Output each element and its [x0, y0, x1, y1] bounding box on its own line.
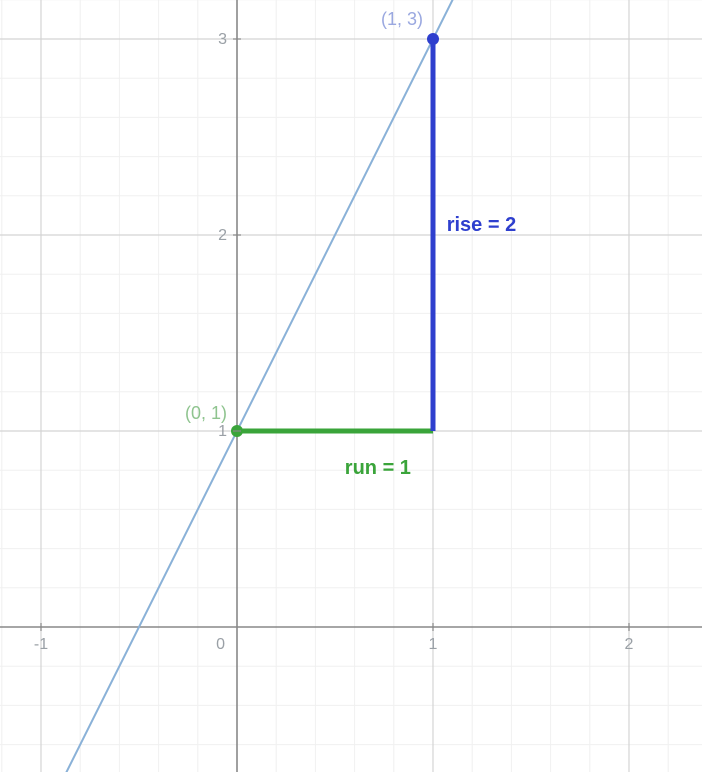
- chart-background: [0, 0, 702, 772]
- label-rise: rise = 2: [447, 214, 517, 236]
- x-tick-label: -1: [34, 636, 48, 653]
- y-tick-label: 1: [218, 423, 227, 440]
- label-run: run = 1: [345, 457, 411, 479]
- x-tick-label: 1: [429, 636, 438, 653]
- x-tick-label: 2: [625, 636, 634, 653]
- slope-chart: -1 0 1 2 1 2 3 (0, 1) (1, 3) run = 1 rise = 2: [0, 0, 702, 772]
- point-p1: [427, 33, 439, 45]
- label-p1: (1, 3): [381, 9, 423, 29]
- label-p0: (0, 1): [185, 403, 227, 423]
- y-tick-label: 3: [218, 31, 227, 48]
- y-tick-label: 2: [218, 227, 227, 244]
- origin-label: 0: [216, 636, 225, 653]
